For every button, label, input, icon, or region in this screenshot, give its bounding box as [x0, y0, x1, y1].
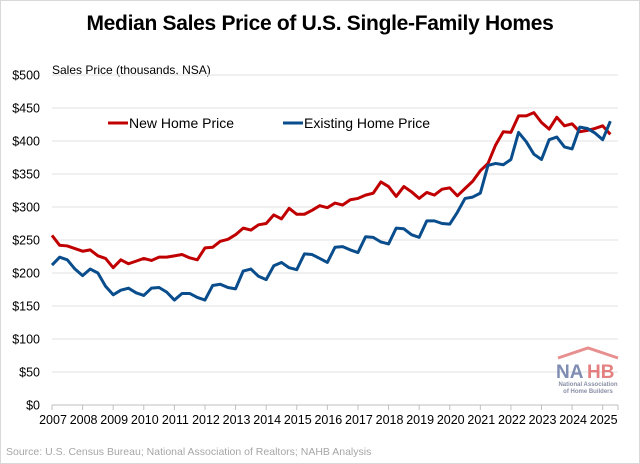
- x-tick-label: 2011: [162, 413, 189, 427]
- x-tick-label: 2018: [376, 413, 404, 427]
- y-tick-label: $300: [12, 201, 40, 215]
- x-tick-label: 2019: [406, 413, 434, 427]
- y-tick-label: $450: [12, 102, 40, 116]
- x-tick-label: 2013: [223, 413, 251, 427]
- y-tick-label: $500: [12, 69, 40, 83]
- x-axis: 2007 2008 2009 2010 2011 2012 2013 2014 2015 2016…: [39, 404, 619, 427]
- x-tick-label: 2009: [100, 413, 128, 427]
- x-tick-label: 2012: [192, 413, 220, 427]
- new-home-price-line: [50, 111, 612, 270]
- x-tick-label: 2008: [70, 413, 98, 427]
- x-tick-label: 2023: [529, 413, 557, 427]
- nahb-logo: NA HB National Association of Home Build…: [548, 346, 628, 396]
- y-tick-label: $400: [12, 135, 40, 149]
- x-tick-label: 2022: [498, 413, 526, 427]
- x-tick-label: 2014: [253, 413, 281, 427]
- x-tick-label: 2017: [345, 413, 373, 427]
- logo-subtitle-2: of Home Builders: [563, 389, 613, 395]
- y-tick-label: $350: [12, 168, 40, 182]
- legend-label-existing-home-price: Existing Home Price: [304, 115, 430, 131]
- x-tick-label: 2020: [437, 413, 465, 427]
- y-tick-label: $100: [12, 333, 40, 347]
- series-lines: [50, 111, 612, 302]
- x-tick-label: 2007: [39, 413, 67, 427]
- y-tick-label: $200: [12, 267, 40, 281]
- x-tick-label: 2015: [284, 413, 312, 427]
- x-tick-label: 2010: [131, 413, 159, 427]
- legend: New Home Price Existing Home Price: [108, 115, 430, 131]
- existing-home-price-line: [50, 120, 612, 302]
- logo-na: NA: [556, 362, 584, 383]
- x-tick-label: 2024: [559, 413, 587, 427]
- gridlines: [52, 74, 618, 373]
- chart-title: Median Sales Price of U.S. Single-Family…: [86, 12, 554, 35]
- x-tick-label: 2021: [467, 413, 495, 427]
- y-tick-label: $150: [12, 300, 40, 314]
- y-tick-label: $50: [19, 366, 40, 380]
- x-tick-label: 2025: [590, 413, 618, 427]
- y-tick-label: $0: [26, 399, 40, 413]
- legend-label-new-home-price: New Home Price: [129, 115, 234, 131]
- y-axis-label: Sales Price (thousands, NSA): [52, 63, 211, 77]
- y-axis-ticks: $0 $50 $100 $150 $200 $250 $300 $350 $400 $450 $50…: [12, 69, 40, 413]
- source-note: Source: U.S. Census Bureau; National Ass…: [6, 446, 372, 458]
- logo-hb: HB: [587, 362, 614, 383]
- y-tick-label: $250: [12, 234, 40, 248]
- x-tick-label: 2016: [314, 413, 342, 427]
- nahb-logo-icon: NA HB National Association of Home Build…: [556, 346, 619, 395]
- logo-subtitle-1: National Association: [558, 382, 617, 388]
